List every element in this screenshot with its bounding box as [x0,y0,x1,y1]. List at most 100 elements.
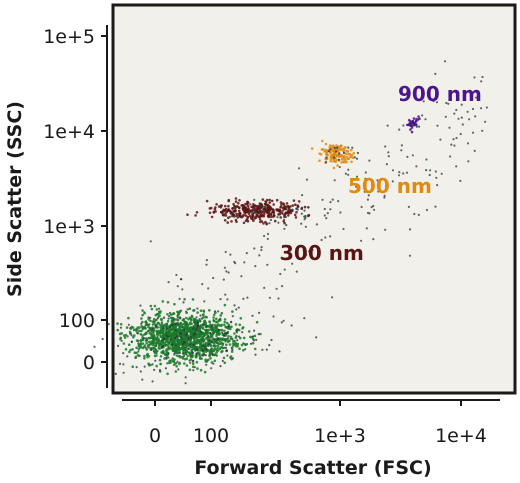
event-point [326,212,329,215]
event-point [344,172,347,175]
event-point [185,322,189,326]
event-point [160,321,164,325]
event-point [258,207,261,211]
event-point [122,371,125,374]
event-point [244,343,248,347]
event-point [391,180,394,183]
event-point [127,316,130,320]
event-point [184,382,187,385]
event-point [210,347,213,351]
event-point [205,336,208,340]
event-point [198,319,202,323]
event-point [155,325,158,328]
event-point [283,218,286,221]
event-point [169,335,172,338]
event-point [220,350,223,354]
event-point [174,328,177,331]
event-point [224,214,228,217]
event-point [225,343,228,347]
event-point [331,296,334,299]
event-point [343,157,347,160]
event-point [174,351,178,355]
data-points [93,60,488,385]
event-point [258,204,261,208]
event-point [231,337,234,340]
event-point [413,212,416,216]
event-point [158,307,161,310]
event-point [372,204,375,208]
event-point [169,329,172,333]
event-point [159,355,163,358]
event-point [141,346,145,350]
event-point [386,185,389,189]
event-point [185,350,189,353]
event-point [284,212,287,215]
event-point [252,219,255,222]
event-point [163,323,166,327]
event-point [144,320,147,324]
event-point [191,298,195,301]
event-point [191,316,194,319]
event-point [174,322,177,325]
event-point [195,211,199,214]
event-point [196,321,199,324]
event-point [278,212,282,216]
event-point [169,326,172,329]
event-point [179,333,182,336]
event-point [443,60,447,63]
population-label: 500 nm [348,174,432,198]
event-point [208,353,212,357]
event-point [360,239,363,242]
event-point [226,354,229,357]
event-point [221,359,224,363]
event-point [189,351,193,355]
event-point [315,223,318,226]
event-point [220,323,223,327]
event-point [249,342,253,345]
event-point [201,349,204,352]
event-point [171,360,175,363]
event-point [249,203,252,206]
event-point [159,362,162,366]
event-point [218,340,222,343]
event-point [137,347,141,351]
event-point [212,316,215,319]
x-ticks: 0 100 1e+3 1e+4 [149,400,487,447]
event-point [201,336,205,340]
event-point [217,205,221,208]
event-point [318,159,321,162]
y-tick-label: 0 [83,352,95,374]
event-point [353,156,356,159]
event-point [186,354,190,358]
event-point [186,341,190,345]
event-point [178,362,181,366]
event-point [236,344,239,348]
event-point [185,333,188,336]
event-point [224,326,228,329]
event-point [200,340,204,343]
event-point [195,342,199,345]
event-point [268,344,271,347]
event-point [154,318,158,322]
event-point [259,209,262,212]
event-point [221,343,224,347]
event-point [120,332,123,335]
event-point [182,301,185,304]
event-point [284,207,288,211]
event-point [300,222,303,225]
event-point [191,362,195,366]
event-point [157,339,161,342]
event-point [455,165,458,168]
event-point [192,359,195,362]
event-point [278,208,282,212]
event-point [334,150,338,153]
x-axis-title: Forward Scatter (FSC) [194,457,431,479]
event-point [231,346,234,349]
event-point [233,205,236,208]
event-point [205,263,208,266]
event-point [424,118,427,121]
event-point [415,165,418,168]
event-point [261,205,264,208]
event-point [155,342,158,345]
event-point [363,190,366,193]
